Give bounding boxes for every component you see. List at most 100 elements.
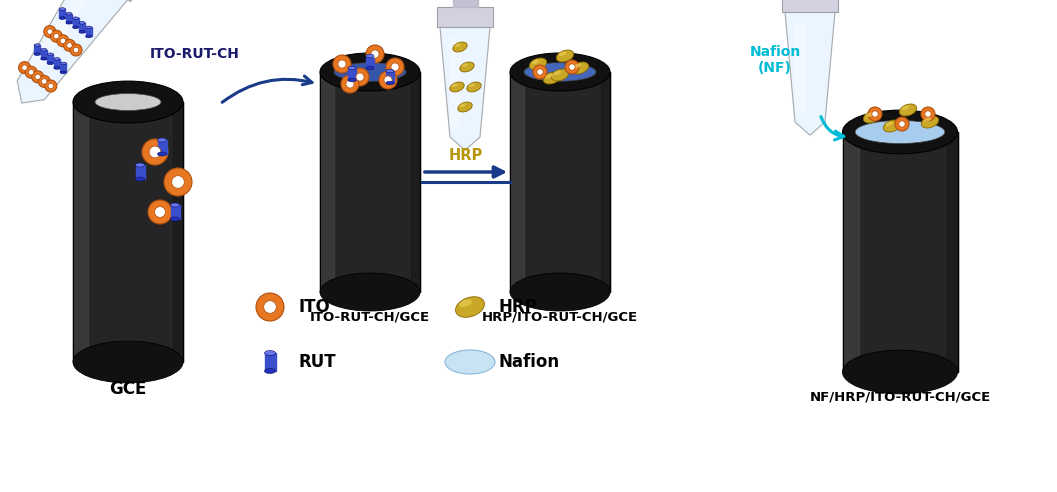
Ellipse shape [872,111,878,117]
Ellipse shape [509,53,610,91]
Ellipse shape [171,176,184,188]
Ellipse shape [48,29,53,34]
Ellipse shape [925,111,931,117]
Polygon shape [842,132,858,372]
Ellipse shape [346,80,354,88]
Ellipse shape [366,66,374,70]
Ellipse shape [135,177,145,181]
Ellipse shape [842,110,958,154]
Text: GCE: GCE [109,380,147,398]
Text: Nafion: Nafion [498,353,559,371]
Ellipse shape [73,26,78,29]
Polygon shape [66,14,72,23]
Ellipse shape [386,58,404,76]
Ellipse shape [455,43,461,47]
Text: NF/HRP/ITO-RUT-CH/GCE: NF/HRP/ITO-RUT-CH/GCE [810,390,990,403]
Ellipse shape [450,82,464,92]
Ellipse shape [898,121,905,127]
Ellipse shape [149,146,161,158]
Ellipse shape [574,63,581,68]
Polygon shape [947,132,958,372]
Ellipse shape [170,217,180,221]
Ellipse shape [73,47,78,53]
Polygon shape [795,23,805,111]
Ellipse shape [164,168,192,196]
Ellipse shape [341,75,359,93]
Polygon shape [842,132,958,372]
Ellipse shape [459,299,471,307]
Ellipse shape [338,60,346,68]
Polygon shape [348,68,356,80]
Polygon shape [386,71,394,83]
Ellipse shape [264,369,276,373]
Ellipse shape [379,71,397,89]
Ellipse shape [256,293,284,321]
Polygon shape [509,72,524,292]
Polygon shape [366,56,374,68]
Ellipse shape [60,71,67,74]
Polygon shape [450,38,460,126]
Ellipse shape [868,107,882,121]
Ellipse shape [320,273,420,311]
Ellipse shape [565,60,579,74]
Text: HRP/ITO-RUT-CH/GCE: HRP/ITO-RUT-CH/GCE [482,310,638,323]
Ellipse shape [25,66,37,78]
Ellipse shape [386,81,394,85]
Ellipse shape [895,117,909,131]
Polygon shape [73,18,78,27]
Polygon shape [601,72,610,292]
Ellipse shape [57,35,69,47]
Ellipse shape [86,26,92,29]
Ellipse shape [366,54,374,58]
Ellipse shape [922,116,939,128]
Text: HRP: HRP [498,298,537,316]
Ellipse shape [552,69,569,81]
Polygon shape [173,102,183,362]
Polygon shape [437,7,493,27]
Ellipse shape [86,35,92,38]
Text: ITO: ITO [298,298,330,316]
Ellipse shape [59,17,66,19]
Ellipse shape [386,69,394,73]
Ellipse shape [458,102,472,112]
Ellipse shape [154,207,165,217]
Ellipse shape [79,31,86,33]
Ellipse shape [855,121,945,144]
Ellipse shape [842,350,958,394]
Polygon shape [264,353,276,371]
Ellipse shape [48,83,54,89]
Text: RUT: RUT [298,353,336,371]
Polygon shape [782,0,838,12]
Polygon shape [320,72,334,292]
Ellipse shape [157,152,167,156]
Polygon shape [509,72,610,292]
Ellipse shape [902,105,909,110]
Ellipse shape [467,82,481,92]
Ellipse shape [142,139,168,165]
Ellipse shape [67,43,72,48]
Ellipse shape [54,66,60,69]
Ellipse shape [43,26,56,37]
Polygon shape [135,165,145,179]
FancyArrowPatch shape [222,76,312,102]
Polygon shape [785,12,835,135]
Ellipse shape [63,39,75,51]
Ellipse shape [95,93,161,111]
Ellipse shape [264,350,276,356]
Ellipse shape [79,22,86,24]
Ellipse shape [445,350,495,374]
Polygon shape [79,23,86,32]
Ellipse shape [263,301,276,313]
Polygon shape [48,54,53,63]
Ellipse shape [532,60,539,64]
Ellipse shape [54,33,59,39]
Polygon shape [24,0,93,76]
Ellipse shape [509,273,610,311]
Polygon shape [170,205,180,219]
Ellipse shape [866,113,873,117]
Ellipse shape [157,138,167,142]
Ellipse shape [537,69,543,75]
Ellipse shape [460,62,475,72]
Ellipse shape [19,62,31,74]
Ellipse shape [371,50,379,58]
